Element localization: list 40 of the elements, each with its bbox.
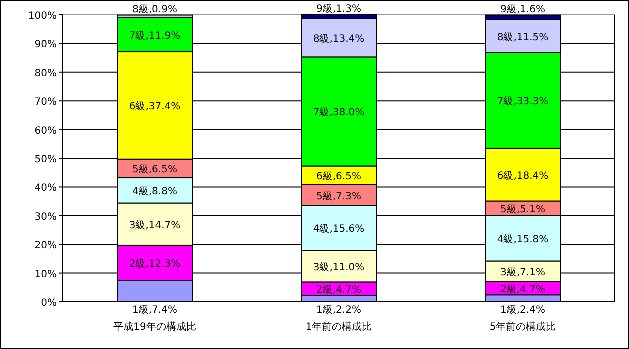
data-label: 2級,4.7% bbox=[316, 284, 362, 296]
data-label: 8級,13.4% bbox=[313, 34, 365, 45]
data-label: 8級,11.5% bbox=[497, 32, 549, 44]
data-label: 9級,1.3% bbox=[316, 4, 362, 15]
data-label: 7級,11.9% bbox=[129, 30, 181, 42]
y-tick-label: 60% bbox=[34, 126, 57, 137]
data-label: 3級,7.1% bbox=[500, 267, 546, 278]
data-label: 8級,0.9% bbox=[132, 4, 178, 16]
y-tick-label: 0% bbox=[41, 298, 57, 309]
x-tick-label: 平成19年の構成比 bbox=[114, 321, 196, 333]
y-tick-label: 40% bbox=[34, 183, 57, 194]
data-label: 4級,15.6% bbox=[313, 224, 365, 236]
y-tick-label: 90% bbox=[34, 40, 57, 51]
data-label: 2級,12.3% bbox=[129, 259, 181, 270]
y-tick-label: 100% bbox=[28, 11, 57, 22]
data-label: 5級,5.1% bbox=[500, 204, 546, 216]
data-label: 1級,2.2% bbox=[316, 305, 362, 316]
data-label: 6級,18.4% bbox=[497, 170, 549, 182]
data-label: 4級,15.8% bbox=[497, 234, 549, 246]
data-label: 2級,4.7% bbox=[500, 284, 546, 296]
x-tick-label: 1年前の構成比 bbox=[306, 321, 372, 333]
y-tick-label: 30% bbox=[34, 212, 57, 223]
y-tick-label: 10% bbox=[34, 269, 57, 280]
data-label: 6級,37.4% bbox=[129, 102, 181, 113]
data-label: 1級,2.4% bbox=[500, 305, 546, 316]
y-tick-label: 80% bbox=[34, 68, 57, 80]
x-tick-label: 5年前の構成比 bbox=[490, 321, 556, 333]
data-label: 4級,8.8% bbox=[132, 186, 178, 198]
y-tick-label: 70% bbox=[34, 97, 57, 108]
y-tick-label: 50% bbox=[34, 154, 57, 166]
y-tick-label: 20% bbox=[34, 240, 57, 252]
data-label: 1級,7.4% bbox=[132, 305, 178, 316]
data-label: 9級,1.6% bbox=[500, 4, 546, 16]
data-label: 7級,38.0% bbox=[313, 108, 365, 119]
data-label: 6級,6.5% bbox=[316, 172, 362, 183]
data-label: 7級,33.3% bbox=[497, 96, 549, 108]
data-label: 3級,14.7% bbox=[129, 220, 181, 232]
data-label: 5級,6.5% bbox=[132, 164, 178, 176]
data-label: 3級,11.0% bbox=[313, 262, 365, 274]
data-label: 5級,7.3% bbox=[316, 191, 362, 202]
